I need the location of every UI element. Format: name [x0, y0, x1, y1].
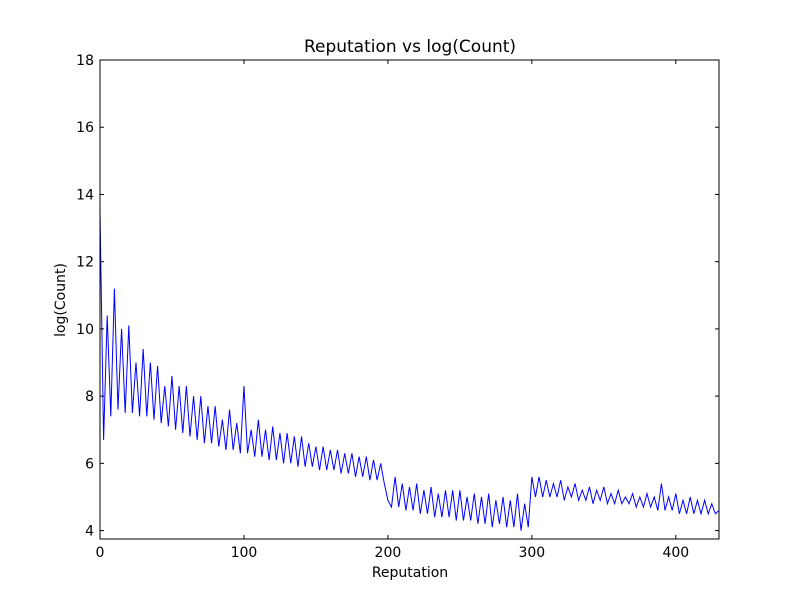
- chart-title: Reputation vs log(Count): [304, 37, 516, 57]
- x-tick-label: 400: [662, 545, 689, 561]
- plot-frame: [99, 59, 720, 540]
- y-tick-label: 6: [85, 456, 94, 472]
- x-tick-label: 200: [375, 545, 402, 561]
- y-tick-label: 12: [76, 255, 94, 271]
- x-tick-label: 0: [96, 545, 105, 561]
- y-tick-label: 4: [85, 524, 94, 540]
- y-axis-label: log(Count): [53, 263, 69, 337]
- y-tick-label: 18: [76, 53, 94, 69]
- y-tick-label: 14: [76, 187, 94, 203]
- x-tick-label: 300: [518, 545, 545, 561]
- y-tick-label: 8: [85, 389, 94, 405]
- data-line: [99, 211, 720, 531]
- x-tick-label: 100: [231, 545, 258, 561]
- y-tick-label: 16: [76, 120, 94, 136]
- y-tick-label: 10: [76, 322, 94, 338]
- x-axis-label: Reputation: [372, 565, 448, 581]
